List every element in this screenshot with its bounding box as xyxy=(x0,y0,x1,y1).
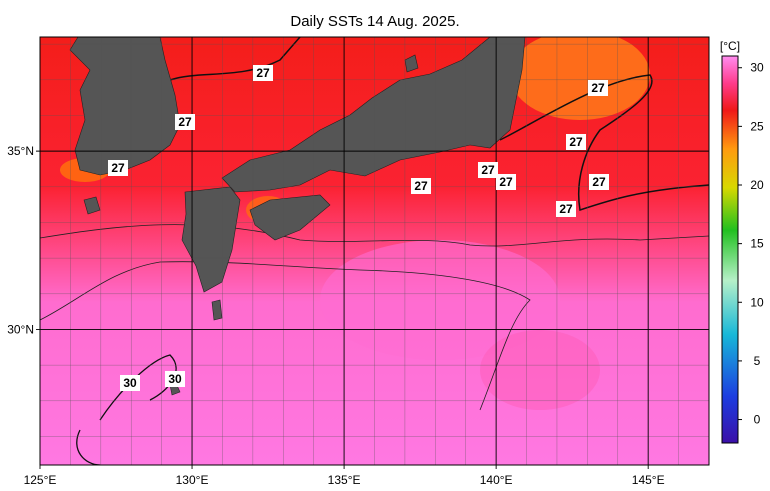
lat-tick-label: 35°N xyxy=(7,144,34,158)
contour-label: 27 xyxy=(478,162,498,178)
contour-label: 27 xyxy=(175,114,195,130)
contour-label-box xyxy=(566,134,586,150)
contour-label-box xyxy=(589,174,609,190)
contour-label-box xyxy=(165,371,185,387)
contour-label-box xyxy=(556,201,576,217)
contour-label-text: 30 xyxy=(168,372,182,386)
contour-label-text: 27 xyxy=(111,161,125,175)
lon-tick-label: 140°E xyxy=(480,473,513,487)
contour-label: 27 xyxy=(253,65,273,81)
contour-label: 30 xyxy=(165,371,185,387)
contour-label-text: 27 xyxy=(178,115,192,129)
sea-warm-patch xyxy=(480,330,600,410)
contour-label: 27 xyxy=(556,201,576,217)
contour-label-box xyxy=(108,160,128,176)
contour-label-box xyxy=(478,162,498,178)
title: Daily SSTs 14 Aug. 2025. xyxy=(290,13,459,30)
lon-tick-label: 130°E xyxy=(176,473,209,487)
colorbar xyxy=(721,55,739,444)
contour-label-text: 27 xyxy=(559,202,573,216)
contour-line xyxy=(40,261,531,411)
colorbar-tick-label: 0 xyxy=(754,413,761,427)
lat-tick-label: 30°N xyxy=(7,322,34,336)
contour-label-text: 27 xyxy=(499,175,513,189)
contour-label: 27 xyxy=(566,134,586,150)
lon-tick-label: 125°E xyxy=(24,473,57,487)
contour-label: 27 xyxy=(588,80,608,96)
colorbar-tick-label: 10 xyxy=(750,295,764,309)
colorbar-tick-label: 5 xyxy=(754,354,761,368)
lon-tick-label: 145°E xyxy=(632,473,665,487)
colorbar-ticks: 0 5 10 15 20 25 30 xyxy=(738,61,764,427)
contour-label-box xyxy=(253,65,273,81)
contour-label: 27 xyxy=(589,174,609,190)
contour-label-box xyxy=(120,375,140,391)
sea-warm-patch xyxy=(320,240,560,360)
colorbar-tick-label: 30 xyxy=(750,61,764,75)
contour-label-text: 27 xyxy=(569,135,583,149)
contour-label: 30 xyxy=(120,375,140,391)
land xyxy=(69,37,526,396)
contour-label-text: 27 xyxy=(592,175,606,189)
contour-label-box xyxy=(588,80,608,96)
contour-label-text: 27 xyxy=(481,163,495,177)
contour-label-text: 27 xyxy=(414,179,428,193)
contour-label: 27 xyxy=(108,160,128,176)
contour-label-box xyxy=(175,114,195,130)
contour-label-text: 30 xyxy=(123,376,137,390)
colorbar-tick-label: 15 xyxy=(750,237,764,251)
contour-label-box xyxy=(411,178,431,194)
colorbar-unit: [°C] xyxy=(720,39,740,53)
colorbar-tick-label: 25 xyxy=(750,119,764,133)
contour-label-box xyxy=(496,174,516,190)
map-frame xyxy=(39,36,710,466)
colorbar-tick-label: 20 xyxy=(750,178,764,192)
contour-label: 27 xyxy=(496,174,516,190)
contour-label: 27 xyxy=(411,178,431,194)
lon-tick-label: 135°E xyxy=(328,473,361,487)
contour-labels: 27 27 27 27 27 27 27 27 27 27 30 30 xyxy=(108,65,609,391)
sea-orange-patch xyxy=(510,37,650,120)
contour-label-text: 27 xyxy=(256,66,270,80)
contour-label-text: 27 xyxy=(591,81,605,95)
contour-line xyxy=(40,224,709,247)
